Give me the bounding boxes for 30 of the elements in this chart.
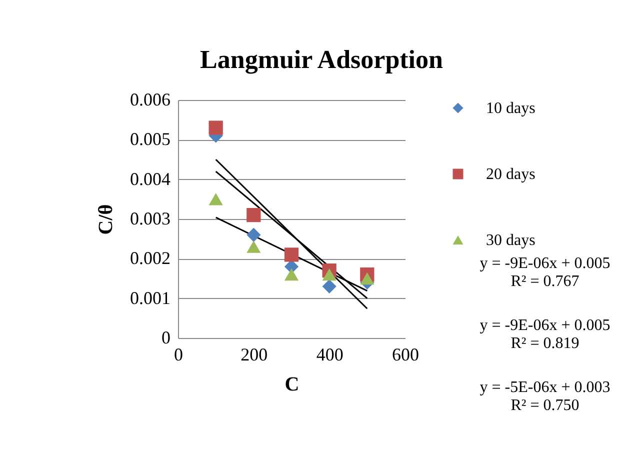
point: [322, 279, 336, 294]
text: y = -9E-06x + 0.005 R² = 0.767: [480, 255, 610, 290]
legend-label: 30 days: [486, 232, 536, 249]
y-tick-label: 0.001: [130, 288, 170, 308]
y-tick-label: 0.003: [130, 208, 170, 228]
point: [208, 120, 223, 135]
x-tick-label: 0: [174, 344, 183, 364]
point: [284, 268, 299, 281]
legend-label: 20 days: [486, 166, 536, 183]
legend-label: 10 days: [486, 100, 536, 117]
point: [360, 272, 374, 285]
point: [246, 228, 261, 242]
x-tick-label: 600: [392, 344, 419, 364]
x-tick-label: 400: [316, 344, 344, 364]
y-tick-label: 0.006: [130, 90, 170, 110]
x-axis-title: C: [284, 374, 300, 396]
point: [246, 240, 261, 253]
x-tick-label: 200: [240, 344, 268, 364]
y-tick-label: 0.004: [130, 168, 170, 189]
point: [284, 248, 299, 262]
point: [208, 193, 223, 206]
y-tick-label: 0: [162, 328, 170, 348]
point: [246, 208, 261, 222]
text: y = -9E-06x + 0.005 R² = 0.819: [480, 317, 610, 352]
y-axis-title: C/θ: [95, 204, 117, 235]
text: y = -5E-06x + 0.003 R² = 0.750: [480, 379, 610, 414]
point: [322, 268, 336, 281]
y-tick-label: 0.005: [130, 129, 170, 150]
chart-title: Langmuir Adsorption: [200, 45, 444, 74]
y-tick-label: 0.002: [130, 248, 170, 268]
